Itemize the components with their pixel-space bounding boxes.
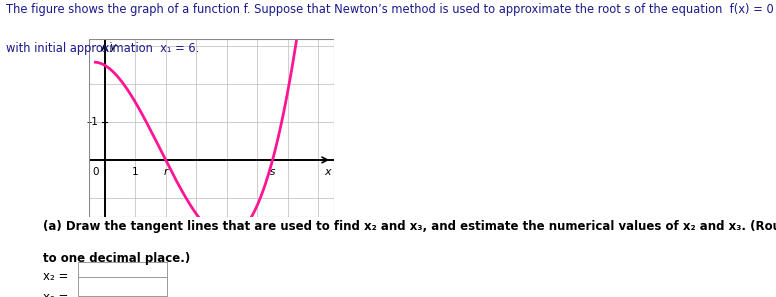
Text: s: s xyxy=(270,167,275,177)
Text: x₃ =: x₃ = xyxy=(43,291,68,297)
Text: –1: –1 xyxy=(87,117,99,127)
Text: x₂ =: x₂ = xyxy=(43,270,68,283)
Text: x: x xyxy=(324,167,331,177)
Text: to one decimal place.): to one decimal place.) xyxy=(43,252,190,266)
Text: The figure shows the graph of a function f. Suppose that Newton’s method is used: The figure shows the graph of a function… xyxy=(6,3,774,16)
Text: with initial approximation  x₁ = 6.: with initial approximation x₁ = 6. xyxy=(6,42,199,55)
Text: (a) Draw the tangent lines that are used to find x₂ and x₃, and estimate the num: (a) Draw the tangent lines that are used… xyxy=(43,220,776,233)
Text: r: r xyxy=(164,167,168,177)
Text: 1: 1 xyxy=(132,167,138,177)
Text: 0: 0 xyxy=(92,167,99,177)
Text: y: y xyxy=(109,42,116,52)
